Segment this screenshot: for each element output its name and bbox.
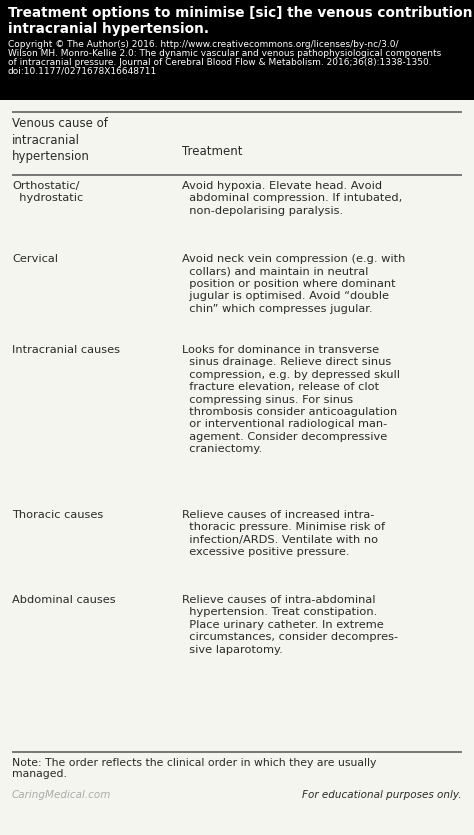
Text: Cervical: Cervical [12,254,58,264]
Text: Treatment options to minimise [sic] the venous contribution of: Treatment options to minimise [sic] the … [8,6,474,20]
Text: Looks for dominance in transverse
  sinus drainage. Relieve direct sinus
  compr: Looks for dominance in transverse sinus … [182,345,400,454]
Text: Note: The order reflects the clinical order in which they are usually: Note: The order reflects the clinical or… [12,758,376,768]
Text: Treatment: Treatment [182,145,243,158]
Text: doi:10.1177/0271678X16648711: doi:10.1177/0271678X16648711 [8,67,157,76]
Text: Venous cause of
intracranial
hypertension: Venous cause of intracranial hypertensio… [12,117,108,163]
Text: Orthostatic/
  hydrostatic: Orthostatic/ hydrostatic [12,181,83,204]
Text: Abdominal causes: Abdominal causes [12,595,116,605]
Text: Avoid hypoxia. Elevate head. Avoid
  abdominal compression. If intubated,
  non-: Avoid hypoxia. Elevate head. Avoid abdom… [182,181,402,215]
Text: Relieve causes of intra-abdominal
  hypertension. Treat constipation.
  Place ur: Relieve causes of intra-abdominal hypert… [182,595,398,655]
Text: Thoracic causes: Thoracic causes [12,510,103,520]
Text: Wilson MH. Monro-Kellie 2.0: The dynamic vascular and venous pathophysiological : Wilson MH. Monro-Kellie 2.0: The dynamic… [8,49,441,58]
Text: managed.: managed. [12,769,67,779]
Text: intracranial hypertension.: intracranial hypertension. [8,22,209,36]
Text: CaringMedical.com: CaringMedical.com [12,790,111,800]
Text: Intracranial causes: Intracranial causes [12,345,120,355]
Bar [0,100,474,835]
Text: of intracranial pressure. Journal of Cerebral Blood Flow & Metabolism. 2016;36(8: of intracranial pressure. Journal of Cer… [8,58,432,67]
Bar [0,0,474,100]
Text: For educational purposes only.: For educational purposes only. [302,790,462,800]
Text: Copyright © The Author(s) 2016. http://www.creativecommons.org/licenses/by-nc/3.: Copyright © The Author(s) 2016. http://w… [8,40,399,49]
Text: Relieve causes of increased intra-
  thoracic pressure. Minimise risk of
  infec: Relieve causes of increased intra- thora… [182,510,385,557]
Text: Avoid neck vein compression (e.g. with
  collars) and maintain in neutral
  posi: Avoid neck vein compression (e.g. with c… [182,254,405,314]
